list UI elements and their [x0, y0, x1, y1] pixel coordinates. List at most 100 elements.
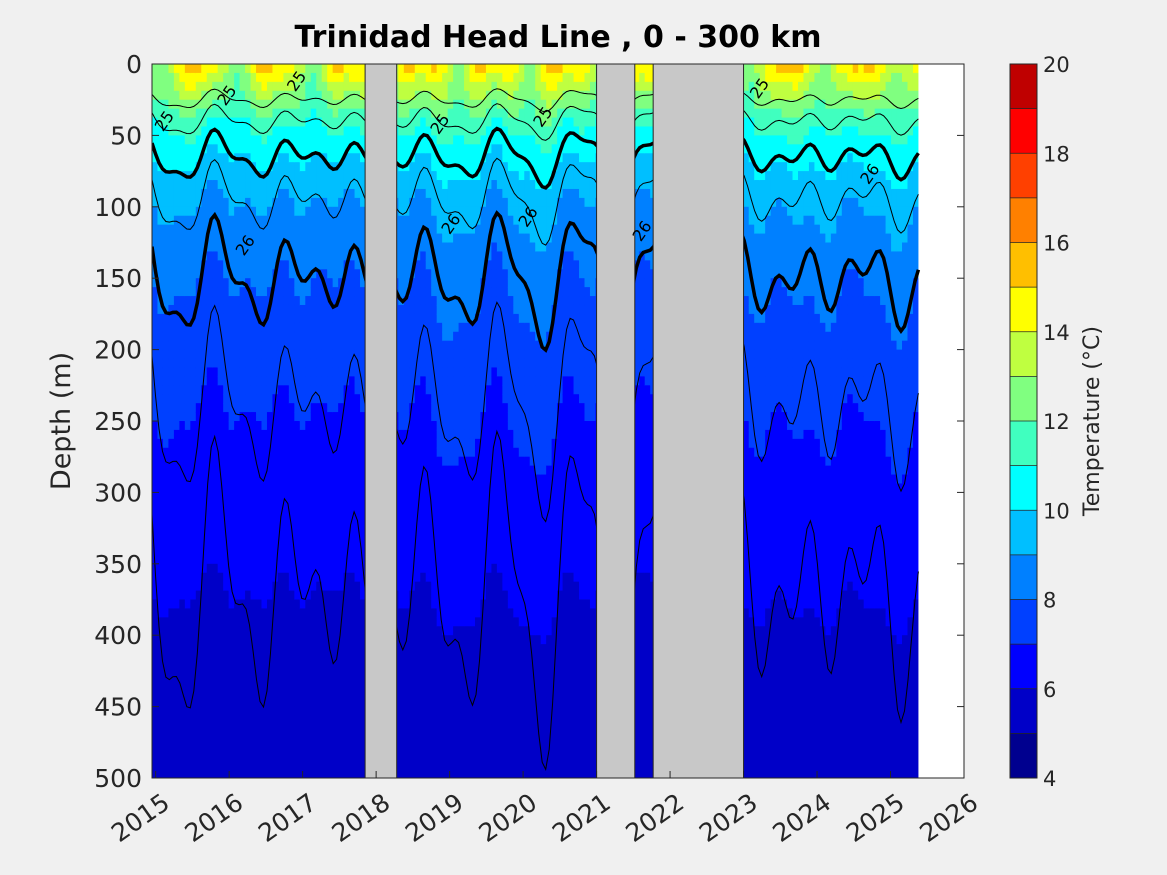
heatmap-cell	[305, 304, 312, 315]
heatmap-cell	[283, 501, 290, 511]
heatmap-cell	[294, 99, 301, 110]
heatmap-cell	[283, 215, 290, 226]
heatmap-cell	[234, 135, 241, 145]
heatmap-cell	[349, 340, 356, 351]
heatmap-cell	[173, 572, 180, 583]
heatmap-cell	[206, 180, 213, 190]
heatmap-cell	[228, 215, 235, 226]
heatmap-cell	[157, 715, 164, 726]
heatmap-cell	[168, 483, 175, 493]
heatmap-cell	[212, 679, 219, 690]
heatmap-cell	[201, 492, 208, 502]
heatmap-cell	[442, 554, 449, 565]
heatmap-cell	[431, 733, 438, 743]
heatmap-cell	[343, 331, 350, 342]
heatmap-cell	[250, 724, 257, 734]
heatmap-cell	[480, 501, 487, 511]
heatmap-cell	[354, 465, 361, 476]
heatmap-cell	[245, 126, 252, 136]
heatmap-cell	[442, 528, 449, 538]
heatmap-cell	[403, 742, 410, 752]
heatmap-cell	[250, 545, 257, 556]
heatmap-cell	[288, 733, 295, 743]
heatmap-cell	[190, 697, 197, 708]
heatmap-cell	[283, 188, 290, 199]
heatmap-cell	[349, 385, 356, 395]
heatmap-cell	[223, 233, 230, 244]
heatmap-cell	[480, 108, 487, 119]
heatmap-cell	[425, 412, 432, 422]
heatmap-cell	[316, 438, 323, 449]
heatmap-cell	[403, 670, 410, 681]
heatmap-cell	[436, 626, 443, 636]
heatmap-cell	[360, 72, 367, 83]
heatmap-cell	[447, 206, 454, 217]
heatmap-cell	[234, 260, 241, 270]
heatmap-cell	[475, 724, 482, 734]
heatmap-cell	[338, 126, 345, 136]
heatmap-cell	[179, 590, 186, 601]
heatmap-cell	[184, 554, 191, 565]
heatmap-cell	[228, 162, 235, 172]
heatmap-cell	[310, 581, 317, 592]
heatmap-cell	[409, 322, 416, 333]
heatmap-cell	[250, 180, 257, 190]
heatmap-cell	[480, 162, 487, 172]
heatmap-cell	[184, 617, 191, 627]
heatmap-cell	[414, 99, 421, 110]
heatmap-cell	[184, 117, 191, 128]
heatmap-cell	[195, 117, 202, 128]
heatmap-cell	[239, 724, 246, 734]
heatmap-cell	[206, 99, 213, 110]
heatmap-cell	[464, 385, 471, 395]
heatmap-cell	[245, 349, 252, 360]
heatmap-cell	[480, 188, 487, 199]
heatmap-cell	[349, 206, 356, 217]
heatmap-cell	[442, 706, 449, 717]
heatmap-cell	[173, 278, 180, 288]
heatmap-cell	[354, 635, 361, 645]
heatmap-cell	[179, 153, 186, 163]
heatmap-cell	[195, 742, 202, 752]
heatmap-cell	[464, 117, 471, 128]
heatmap-cell	[206, 188, 213, 199]
heatmap-cell	[475, 64, 482, 74]
heatmap-cell	[332, 465, 339, 476]
heatmap-cell	[425, 394, 432, 404]
heatmap-cell	[277, 313, 284, 324]
heatmap-cell	[272, 421, 279, 431]
heatmap-cell	[436, 251, 443, 261]
heatmap-cell	[327, 403, 334, 413]
heatmap-cell	[398, 224, 405, 235]
heatmap-cell	[261, 197, 268, 208]
heatmap-cell	[464, 599, 471, 610]
heatmap-cell	[168, 322, 175, 333]
heatmap-cell	[464, 188, 471, 199]
heatmap-cell	[206, 697, 213, 708]
heatmap-cell	[453, 251, 460, 261]
heatmap-cell	[310, 304, 317, 315]
heatmap-cell	[485, 572, 493, 583]
heatmap-cell	[409, 501, 416, 511]
heatmap-cell	[277, 385, 284, 395]
heatmap-cell	[349, 64, 356, 74]
heatmap-cell	[277, 269, 284, 279]
heatmap-cell	[266, 510, 274, 520]
heatmap-cell	[332, 180, 339, 190]
heatmap-cell	[201, 563, 208, 574]
heatmap-cell	[485, 751, 493, 761]
heatmap-cell	[414, 697, 421, 708]
heatmap-cell	[403, 296, 410, 306]
heatmap-cell	[491, 135, 498, 145]
heatmap-cell	[157, 358, 164, 369]
heatmap-cell	[458, 90, 465, 101]
heatmap-cell	[245, 412, 252, 422]
heatmap-cell	[316, 215, 323, 226]
heatmap-cell	[157, 90, 164, 101]
heatmap-cell	[239, 456, 246, 467]
heatmap-cell	[157, 394, 164, 404]
heatmap-cell	[162, 260, 170, 270]
heatmap-cell	[431, 171, 438, 181]
heatmap-cell	[228, 126, 235, 136]
